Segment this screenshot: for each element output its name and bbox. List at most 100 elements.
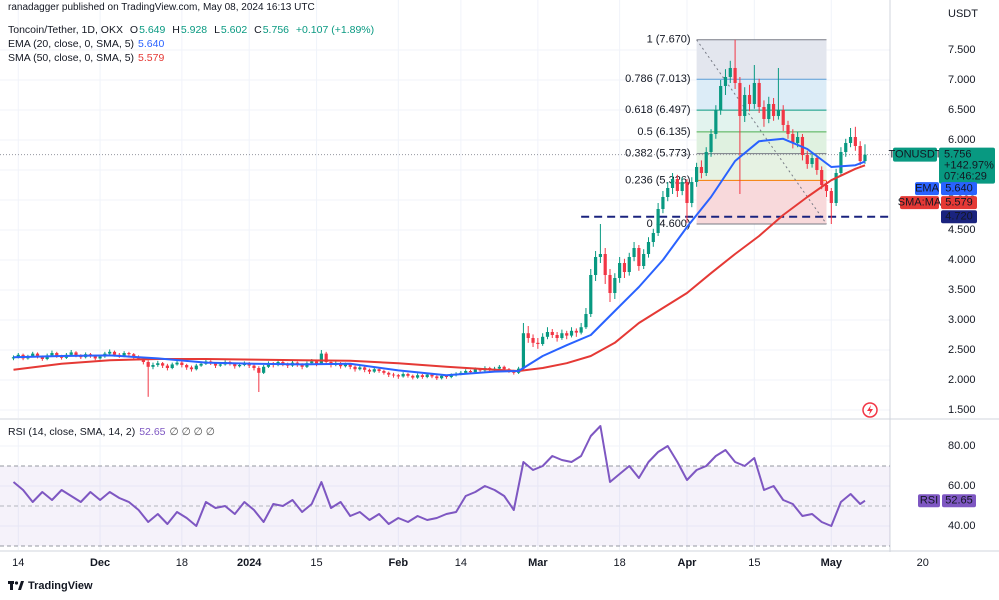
candle-body	[632, 248, 636, 258]
candle-body	[824, 184, 829, 191]
candle-body	[213, 363, 218, 366]
candle-body	[156, 363, 160, 366]
candle-body	[281, 362, 285, 364]
candle-body	[40, 356, 44, 360]
ema-tag-value: 5.640	[945, 183, 973, 195]
fib-label: 0.786 (7.013)	[625, 73, 690, 85]
candle-body	[415, 375, 420, 378]
y-tick-label: 1.500	[948, 404, 976, 416]
sma-tag: SMA:MA	[898, 197, 942, 209]
candle-body	[151, 365, 155, 367]
x-tick-label: 14	[455, 557, 467, 569]
x-tick-label: Apr	[678, 557, 698, 569]
candle-body	[435, 376, 439, 379]
candle-body	[666, 187, 670, 197]
candle-body	[565, 333, 569, 336]
candle-body	[541, 336, 545, 345]
candle-body	[233, 363, 237, 367]
candle-body	[74, 352, 78, 356]
candle-body	[502, 366, 506, 370]
candle-body	[180, 362, 184, 366]
candle-body	[464, 371, 468, 373]
candle-body	[771, 103, 776, 116]
last-price-tag-box	[893, 147, 937, 162]
candle-body	[839, 151, 843, 173]
candle-body	[805, 154, 809, 164]
x-tick-label: 15	[310, 557, 322, 569]
candle-body	[550, 332, 554, 336]
x-tick-label: 2024	[237, 557, 262, 569]
candle-body	[257, 368, 261, 373]
candle-body	[165, 365, 170, 369]
ema-name: EMA (20, close, 0, SMA, 5)	[8, 38, 135, 50]
candle-body	[420, 375, 424, 378]
rsi-name: RSI (14, close, SMA, 14, 2)	[8, 426, 136, 438]
y-tick-label: 7.500	[948, 44, 976, 56]
ohlc-label: O	[129, 24, 139, 36]
candle-body	[589, 275, 593, 315]
rsi-tag-value: 52.65	[945, 495, 973, 507]
candle-body	[112, 351, 117, 355]
y-tick-label: 2.000	[948, 374, 976, 386]
y-tick-label: 6.000	[948, 134, 976, 146]
candle-body	[31, 353, 35, 357]
fib-label: 0.5 (6.135)	[637, 126, 690, 138]
x-tick-label: May	[821, 557, 843, 569]
candle-body	[796, 136, 800, 143]
candle-body	[791, 133, 795, 143]
candle-body	[627, 257, 631, 273]
y-tick-label: 6.500	[948, 104, 976, 116]
candle-body	[348, 364, 352, 367]
candle-body	[170, 364, 174, 369]
candle-body	[396, 375, 400, 377]
candle-body	[440, 375, 444, 379]
logo-text: TradingView	[28, 580, 93, 592]
candle-body	[127, 353, 131, 355]
ema-tag: EMA	[915, 183, 940, 195]
candle-body	[545, 332, 550, 337]
candle-body	[11, 357, 16, 359]
fib-label: 0 (4.600)	[647, 218, 691, 230]
rsi-value: 52.65	[139, 426, 166, 438]
candle-body	[675, 178, 679, 191]
candle-body	[569, 330, 574, 336]
x-tick-label: 18	[614, 557, 626, 569]
candle-body	[319, 353, 323, 364]
y-tick-label: 3.000	[948, 314, 976, 326]
ohlc-label: H	[172, 24, 180, 36]
candle-body	[642, 254, 646, 267]
symbol-legend: Toncoin/Tether, 1D, OKX O5.649 H5.928 L5…	[8, 24, 378, 36]
candle-body	[719, 85, 723, 110]
candle-body	[473, 369, 477, 373]
sma-line	[13, 164, 866, 372]
candle-body	[55, 353, 59, 357]
currency: USDT	[948, 8, 978, 20]
last-price-box	[939, 147, 995, 184]
candle-body	[574, 330, 578, 333]
candle-body	[593, 257, 598, 276]
candle-body	[175, 362, 179, 365]
candle-body	[252, 365, 256, 369]
sma-tag-value: 5.579	[945, 197, 973, 209]
x-tick-label: 20	[917, 557, 929, 569]
candle-body	[608, 275, 612, 294]
candle-body	[391, 374, 396, 376]
ohlc-label: L	[214, 24, 220, 36]
candle-body	[752, 82, 756, 104]
candle-body	[526, 333, 530, 339]
fib-label: 0.382 (5.773)	[625, 148, 690, 160]
candle-body	[661, 196, 665, 209]
candle-body	[185, 365, 189, 368]
candle-body	[108, 351, 112, 354]
x-tick-label: 14	[12, 557, 24, 569]
candle-body	[189, 367, 194, 370]
candle-body	[699, 166, 704, 173]
candle-body	[218, 364, 222, 366]
ohlc-value: 5.756	[262, 24, 289, 36]
rsi-flags: ∅ ∅ ∅ ∅	[169, 426, 215, 438]
rsi-tick-label: 40.00	[948, 520, 976, 532]
candle-body	[358, 367, 362, 370]
candle-body	[651, 233, 655, 243]
candle-body	[93, 356, 97, 359]
